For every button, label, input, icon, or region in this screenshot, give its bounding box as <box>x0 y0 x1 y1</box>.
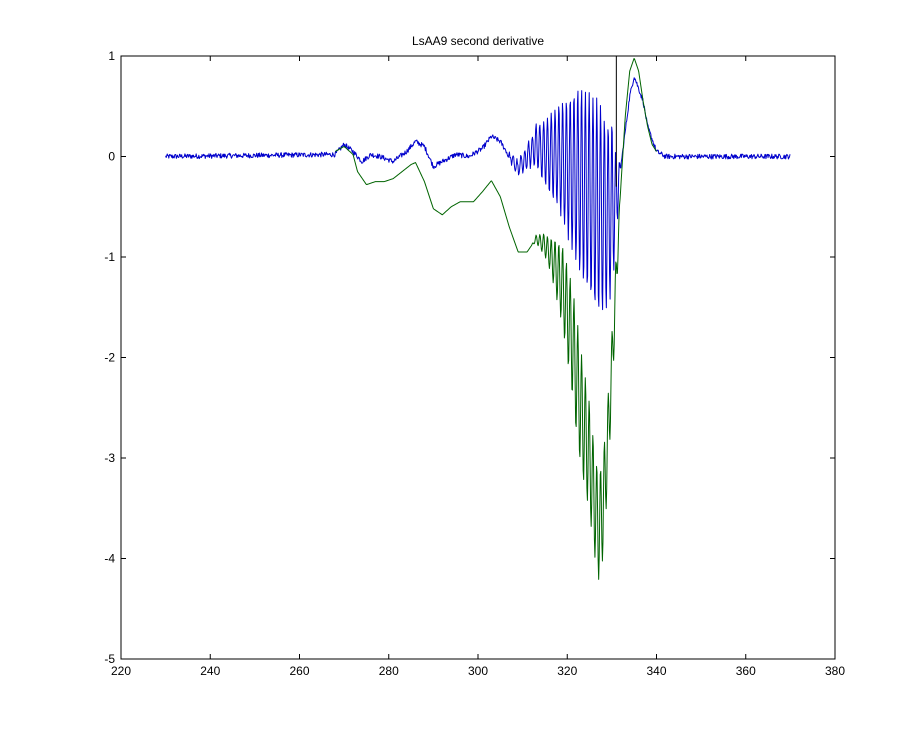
y-tick-label: 1 <box>108 49 115 63</box>
x-tick-label: 340 <box>646 664 666 678</box>
series-line-1 <box>165 77 791 311</box>
x-tick-label: 240 <box>200 664 220 678</box>
x-tick-label: 360 <box>736 664 756 678</box>
x-tick-label: 220 <box>111 664 131 678</box>
y-tick-label: -5 <box>104 652 115 666</box>
y-tick-label: -1 <box>104 250 115 264</box>
x-tick-label: 260 <box>289 664 309 678</box>
chart-title: LsAA9 second derivative <box>412 34 544 48</box>
plot-area <box>120 55 836 660</box>
x-tick-label: 380 <box>825 664 845 678</box>
x-tick-label: 280 <box>379 664 399 678</box>
y-tick-label: -3 <box>104 451 115 465</box>
y-tick-label: -4 <box>104 552 115 566</box>
x-tick-label: 300 <box>468 664 488 678</box>
y-tick-label: 0 <box>108 150 115 164</box>
series-line-2 <box>334 58 657 580</box>
series-layer <box>165 58 791 580</box>
x-tick-label: 320 <box>557 664 577 678</box>
axis-ticks: 220 240 260 280 300 320 340 360 380 -5 -4 -3 -2 -1 0 1 <box>104 49 845 678</box>
y-tick-label: -2 <box>104 351 115 365</box>
